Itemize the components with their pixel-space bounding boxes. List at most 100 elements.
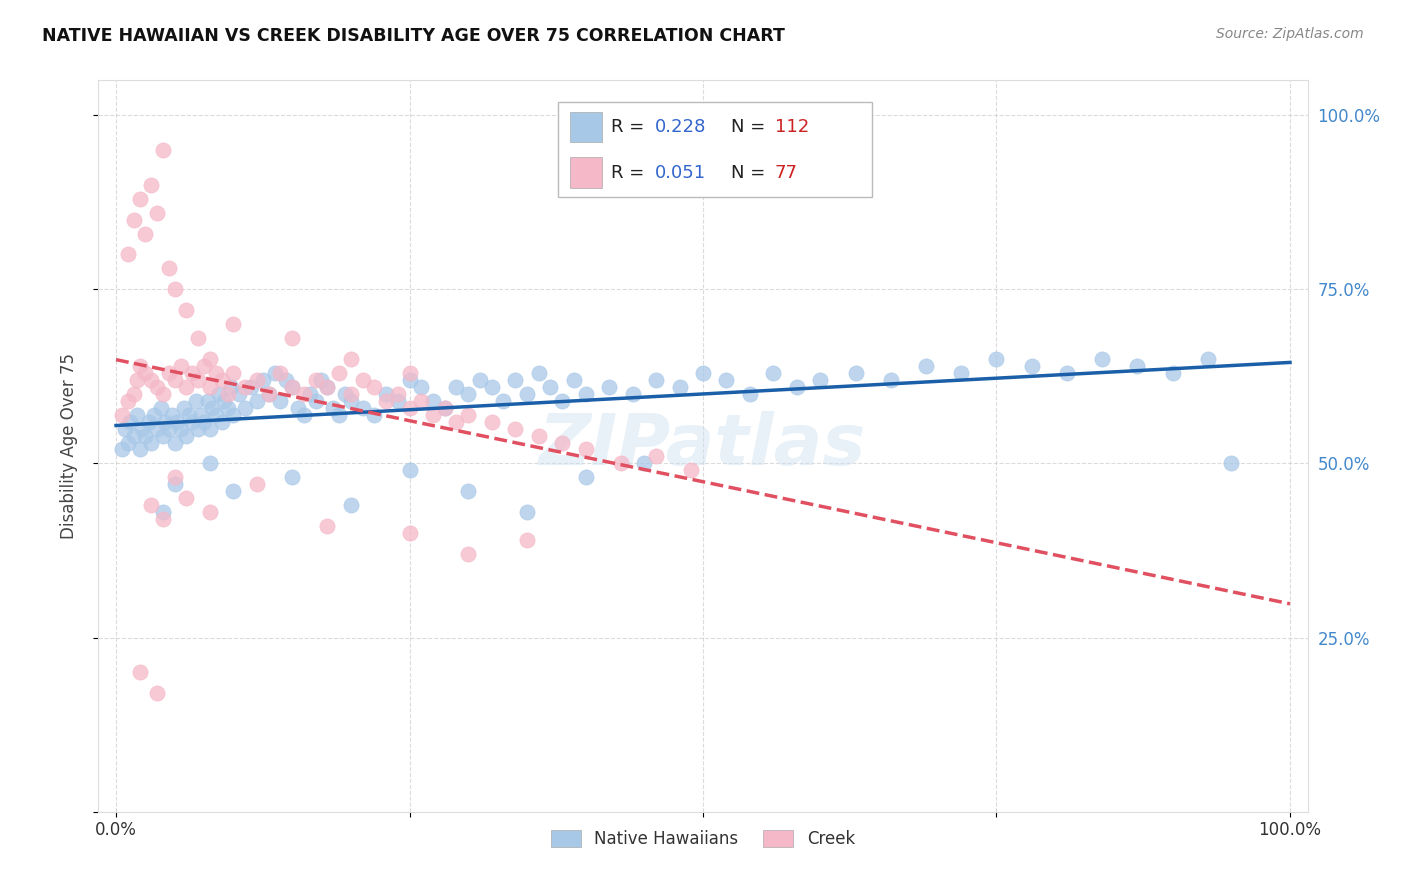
Native Hawaiians <box>352 401 374 415</box>
Creek <box>198 351 221 366</box>
Native Hawaiians <box>163 477 186 491</box>
Native Hawaiians <box>111 442 134 457</box>
Creek <box>152 143 174 157</box>
Native Hawaiians <box>222 408 245 422</box>
Creek <box>610 457 633 471</box>
Creek <box>141 373 163 387</box>
Creek <box>141 498 163 512</box>
Native Hawaiians <box>222 484 245 499</box>
Native Hawaiians <box>257 386 280 401</box>
Creek <box>257 386 280 401</box>
Creek <box>141 178 163 192</box>
Native Hawaiians <box>190 408 212 422</box>
Native Hawaiians <box>217 401 239 415</box>
Native Hawaiians <box>152 505 174 519</box>
Native Hawaiians <box>211 415 233 429</box>
Creek <box>187 331 209 345</box>
Native Hawaiians <box>1220 457 1243 471</box>
Native Hawaiians <box>468 373 491 387</box>
Creek <box>375 393 398 408</box>
Native Hawaiians <box>398 373 420 387</box>
Native Hawaiians <box>311 373 333 387</box>
Native Hawaiians <box>276 373 298 387</box>
Creek <box>516 533 538 547</box>
Native Hawaiians <box>762 366 785 380</box>
Creek <box>681 463 703 477</box>
Native Hawaiians <box>551 393 574 408</box>
Creek <box>198 380 221 394</box>
Native Hawaiians <box>219 380 242 394</box>
Native Hawaiians <box>575 470 598 484</box>
Native Hawaiians <box>1056 366 1078 380</box>
Creek <box>152 386 174 401</box>
Native Hawaiians <box>422 393 444 408</box>
Native Hawaiians <box>134 428 156 442</box>
Native Hawaiians <box>304 393 326 408</box>
Native Hawaiians <box>198 421 221 435</box>
Native Hawaiians <box>127 408 149 422</box>
Creek <box>176 380 198 394</box>
Native Hawaiians <box>181 415 204 429</box>
Native Hawaiians <box>621 386 644 401</box>
Creek <box>217 386 239 401</box>
Creek <box>433 401 456 415</box>
Native Hawaiians <box>281 470 304 484</box>
Native Hawaiians <box>575 386 598 401</box>
Creek <box>117 247 139 261</box>
Native Hawaiians <box>117 435 139 450</box>
Creek <box>316 380 339 394</box>
Native Hawaiians <box>131 421 153 435</box>
Native Hawaiians <box>457 386 479 401</box>
Native Hawaiians <box>208 386 231 401</box>
Native Hawaiians <box>197 393 219 408</box>
Creek <box>204 366 226 380</box>
Native Hawaiians <box>340 393 363 408</box>
Creek <box>269 366 291 380</box>
Creek <box>551 435 574 450</box>
Creek <box>117 393 139 408</box>
Native Hawaiians <box>598 380 620 394</box>
Native Hawaiians <box>281 380 304 394</box>
Native Hawaiians <box>198 457 221 471</box>
Native Hawaiians <box>155 415 177 429</box>
Native Hawaiians <box>562 373 585 387</box>
Native Hawaiians <box>880 373 903 387</box>
Creek <box>146 686 169 700</box>
Native Hawaiians <box>527 366 550 380</box>
Creek <box>169 359 191 373</box>
Native Hawaiians <box>322 401 344 415</box>
Creek <box>222 366 245 380</box>
Native Hawaiians <box>166 415 188 429</box>
Creek <box>233 380 256 394</box>
Creek <box>457 408 479 422</box>
Creek <box>422 408 444 422</box>
Native Hawaiians <box>187 421 209 435</box>
Native Hawaiians <box>411 380 433 394</box>
Creek <box>163 373 186 387</box>
Native Hawaiians <box>120 415 142 429</box>
Creek <box>193 359 215 373</box>
Text: Source: ZipAtlas.com: Source: ZipAtlas.com <box>1216 27 1364 41</box>
Creek <box>246 477 269 491</box>
Native Hawaiians <box>333 386 356 401</box>
Native Hawaiians <box>298 386 321 401</box>
Creek <box>176 491 198 506</box>
Native Hawaiians <box>246 393 269 408</box>
Y-axis label: Disability Age Over 75: Disability Age Over 75 <box>59 353 77 539</box>
Native Hawaiians <box>263 366 285 380</box>
Native Hawaiians <box>240 380 263 394</box>
Native Hawaiians <box>169 421 191 435</box>
Native Hawaiians <box>738 386 761 401</box>
Creek <box>163 470 186 484</box>
Creek <box>157 261 180 276</box>
Native Hawaiians <box>269 393 291 408</box>
Legend: Native Hawaiians, Creek: Native Hawaiians, Creek <box>544 823 862 855</box>
Creek <box>457 547 479 561</box>
Creek <box>211 373 233 387</box>
Creek <box>352 373 374 387</box>
Text: NATIVE HAWAIIAN VS CREEK DISABILITY AGE OVER 75 CORRELATION CHART: NATIVE HAWAIIAN VS CREEK DISABILITY AGE … <box>42 27 785 45</box>
Native Hawaiians <box>692 366 714 380</box>
Native Hawaiians <box>149 401 172 415</box>
Native Hawaiians <box>387 393 409 408</box>
Native Hawaiians <box>212 393 235 408</box>
